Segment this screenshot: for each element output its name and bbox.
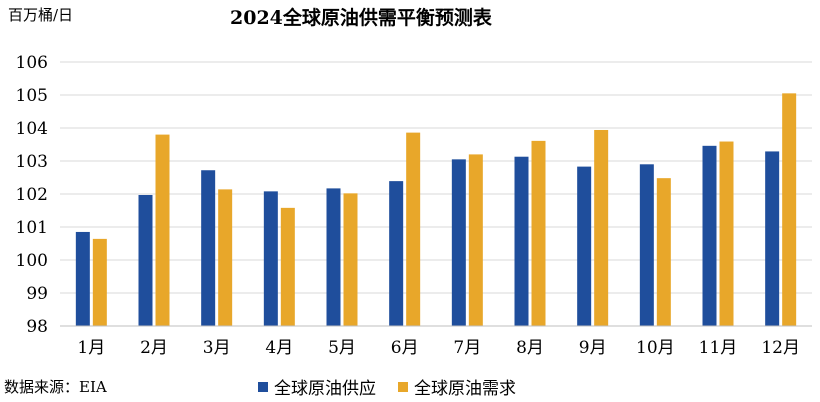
legend-item-supply: 全球原油供应 — [258, 374, 376, 399]
y-tick-label: 101 — [16, 218, 48, 238]
bar-demand — [155, 134, 170, 326]
chart-title: 2024全球原油供需平衡预测表 — [230, 7, 492, 29]
bar-demand — [280, 207, 295, 326]
bar-demand — [343, 193, 358, 326]
x-tick-label: 11月 — [699, 338, 738, 358]
y-tick-label: 106 — [16, 53, 48, 73]
bar-supply — [263, 191, 278, 326]
y-tick-label: 103 — [16, 152, 48, 172]
x-tick-label: 2月 — [140, 338, 168, 358]
bar-supply — [75, 231, 90, 326]
x-tick-label: 7月 — [453, 338, 481, 358]
legend-label-demand: 全球原油需求 — [414, 379, 516, 399]
bar-demand — [656, 178, 671, 326]
x-tick-label: 3月 — [203, 338, 231, 358]
y-tick-label: 99 — [26, 284, 48, 304]
bar-demand — [531, 140, 546, 326]
y-tick-label: 102 — [16, 185, 48, 205]
x-tick-label: 12月 — [761, 338, 800, 358]
bar-demand — [719, 141, 734, 326]
x-tick-label: 5月 — [328, 338, 356, 358]
x-tick-label: 6月 — [391, 338, 419, 358]
legend-swatch-supply — [258, 381, 268, 392]
bar-supply — [201, 170, 216, 326]
x-tick-label: 1月 — [77, 338, 105, 358]
y-tick-label: 98 — [26, 317, 48, 337]
legend-item-demand: 全球原油需求 — [398, 374, 516, 399]
y-tick-label: 105 — [16, 86, 48, 106]
bar-demand — [468, 154, 483, 326]
bar-demand — [92, 238, 107, 326]
x-tick-label: 10月 — [636, 338, 675, 358]
y-tick-label: 104 — [16, 119, 48, 139]
bar-supply — [639, 164, 654, 326]
bar-supply — [138, 194, 153, 326]
bar-supply — [577, 166, 592, 326]
x-tick-label: 8月 — [516, 338, 544, 358]
y-axis-unit-label: 百万桶/日 — [8, 6, 74, 24]
bar-demand — [218, 189, 233, 326]
data-source-note: 数据来源：EIA — [4, 378, 107, 396]
legend-swatch-demand — [398, 381, 408, 392]
legend-label-supply: 全球原油供应 — [274, 379, 376, 399]
bar-supply — [765, 151, 780, 326]
bar-supply — [451, 159, 466, 326]
bar-supply — [514, 156, 529, 326]
y-tick-label: 100 — [16, 251, 48, 271]
chart-legend: 全球原油供应 全球原油需求 — [258, 374, 538, 399]
bar-demand — [594, 129, 609, 326]
bar-supply — [389, 181, 404, 326]
bar-supply — [702, 145, 717, 326]
bar-demand — [406, 132, 421, 326]
x-tick-label: 4月 — [265, 338, 293, 358]
x-tick-label: 9月 — [579, 338, 607, 358]
bar-demand — [782, 93, 797, 326]
bar-supply — [326, 188, 341, 326]
